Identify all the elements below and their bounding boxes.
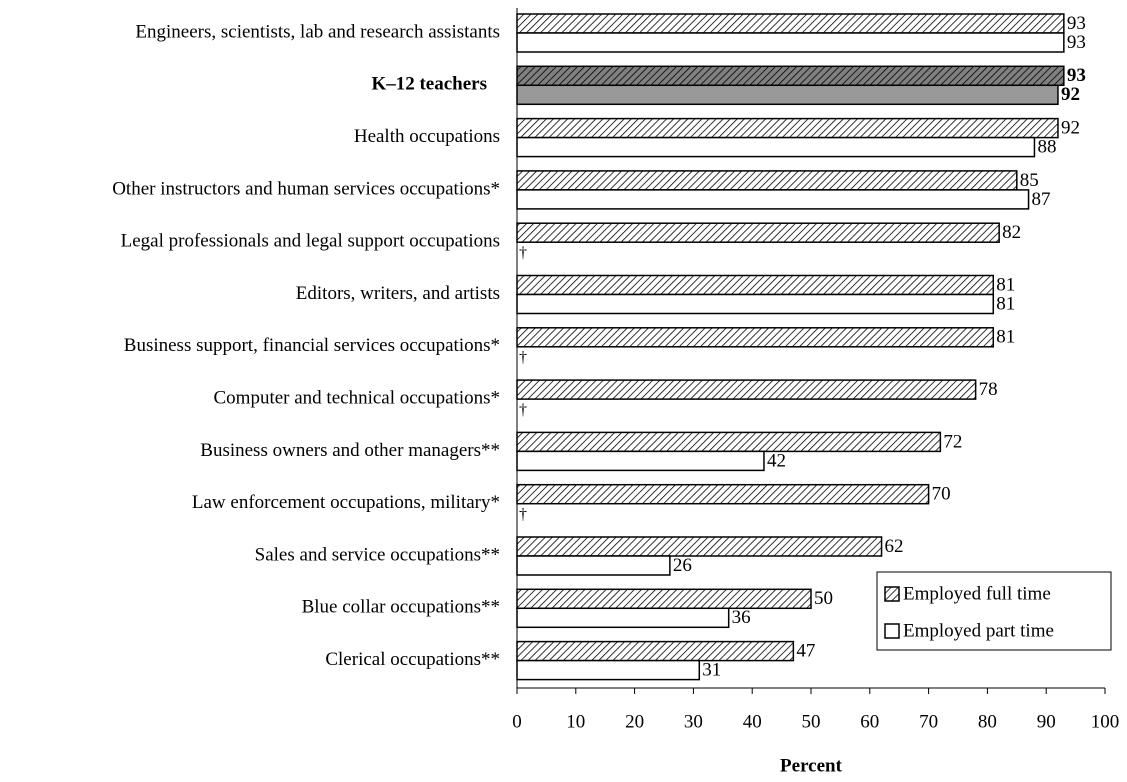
value-label: 26 — [673, 555, 692, 576]
category-label: Computer and technical occupations* — [214, 387, 501, 408]
value-label: 81 — [996, 293, 1015, 314]
category-label: Engineers, scientists, lab and research … — [135, 21, 500, 42]
category-label: Business owners and other managers** — [200, 440, 500, 461]
value-label: 36 — [732, 607, 751, 628]
value-label: 62 — [885, 536, 904, 557]
bar — [516, 588, 812, 610]
value-label: † — [519, 401, 527, 418]
value-label: 93 — [1067, 13, 1086, 34]
value-label: 88 — [1037, 136, 1056, 157]
x-axis-label: Percent — [780, 755, 843, 776]
legend-label: Employed part time — [903, 620, 1054, 641]
value-label: 42 — [767, 450, 786, 471]
value-label: 78 — [979, 379, 998, 400]
value-label: 92 — [1061, 117, 1080, 138]
bar — [516, 379, 977, 400]
bar — [516, 607, 730, 629]
category-label: Health occupations — [354, 126, 500, 147]
x-tick-label: 80 — [978, 711, 997, 732]
x-tick-label: 10 — [566, 711, 585, 732]
category-label: Sales and service occupations** — [255, 544, 500, 565]
bar — [516, 483, 930, 505]
bar — [516, 555, 671, 576]
category-label: Clerical occupations** — [325, 649, 500, 670]
category-label: Other instructors and human services occ… — [112, 178, 500, 199]
bar — [516, 13, 1065, 34]
value-label: 93 — [1067, 65, 1086, 86]
value-label: 50 — [814, 588, 833, 609]
value-label: 82 — [1002, 222, 1021, 243]
value-label: 81 — [996, 327, 1015, 348]
bar — [516, 136, 1036, 158]
x-tick-label: 70 — [919, 711, 938, 732]
value-label: 81 — [996, 274, 1015, 295]
value-label: 87 — [1032, 189, 1051, 210]
bar — [516, 32, 1065, 53]
bar — [516, 640, 795, 662]
x-tick-label: 90 — [1037, 711, 1056, 732]
bar — [516, 431, 942, 453]
legend-swatch — [884, 586, 900, 602]
bar — [516, 222, 1000, 243]
x-tick-label: 50 — [802, 711, 821, 732]
bar — [516, 293, 995, 315]
bar — [516, 117, 1059, 139]
value-label: 93 — [1067, 32, 1086, 53]
bar — [516, 84, 1059, 106]
x-tick-label: 40 — [743, 711, 762, 732]
value-label: † — [519, 349, 527, 366]
legend-box — [876, 571, 1112, 651]
legend-label: Employed full time — [903, 583, 1051, 604]
value-label: † — [519, 244, 527, 261]
category-label: Law enforcement occupations, military* — [192, 492, 500, 513]
bar — [516, 65, 1065, 87]
bar — [516, 536, 883, 557]
value-label: 47 — [796, 640, 815, 661]
category-label: Editors, writers, and artists — [296, 283, 500, 304]
value-label: 70 — [932, 484, 951, 505]
bar — [516, 659, 701, 681]
bar — [516, 274, 995, 296]
x-tick-label: 60 — [860, 711, 879, 732]
x-tick-label: 30 — [684, 711, 703, 732]
bar — [516, 170, 1018, 191]
value-label: 85 — [1020, 170, 1039, 191]
legend-swatch — [884, 623, 900, 639]
category-label: Blue collar occupations** — [302, 597, 500, 618]
category-label: Legal professionals and legal support oc… — [121, 231, 500, 252]
value-label: 92 — [1061, 84, 1080, 105]
value-label: 72 — [943, 431, 962, 452]
x-tick-label: 20 — [625, 711, 644, 732]
value-label: † — [519, 506, 527, 523]
x-tick-label: 0 — [512, 711, 522, 732]
value-label: 31 — [702, 659, 721, 680]
bar — [516, 327, 995, 348]
bar — [516, 450, 765, 472]
bar — [516, 189, 1030, 210]
category-label: Business support, financial services occ… — [124, 335, 500, 356]
category-label: K–12 teachers — [371, 74, 487, 95]
x-tick-label: 100 — [1091, 711, 1120, 732]
